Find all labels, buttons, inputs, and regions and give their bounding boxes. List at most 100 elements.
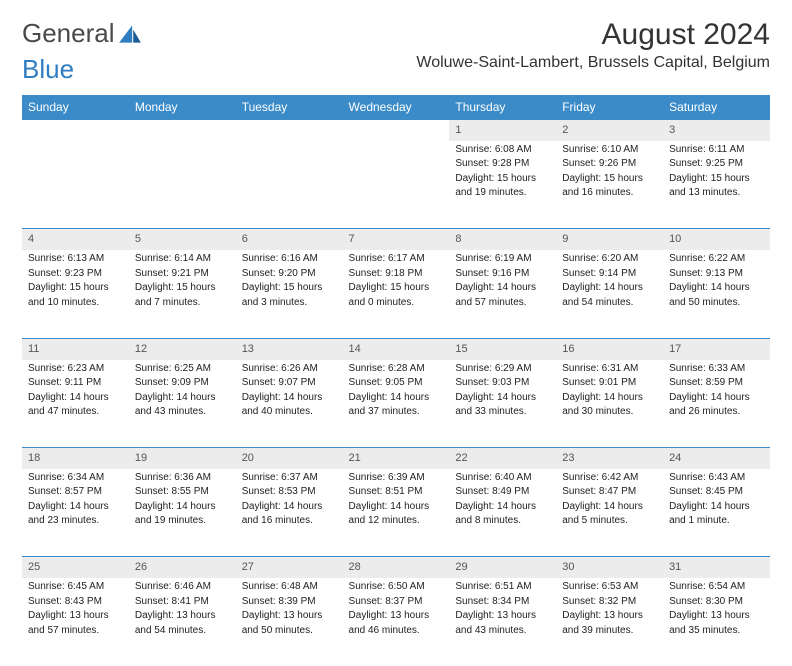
day-number: 1 (449, 120, 556, 141)
daylight1-text: Daylight: 14 hours (28, 391, 123, 405)
calendar-table: SundayMondayTuesdayWednesdayThursdayFrid… (22, 95, 770, 666)
calendar-cell: Sunrise: 6:54 AMSunset: 8:30 PMDaylight:… (663, 578, 770, 666)
calendar-cell: Sunrise: 6:19 AMSunset: 9:16 PMDaylight:… (449, 250, 556, 338)
sunset-text: Sunset: 9:26 PM (562, 157, 657, 171)
calendar-cell: Sunrise: 6:33 AMSunset: 8:59 PMDaylight:… (663, 360, 770, 448)
daylight2-text: and 19 minutes. (135, 514, 230, 528)
day-number (343, 120, 450, 126)
calendar-cell: Sunrise: 6:46 AMSunset: 8:41 PMDaylight:… (129, 578, 236, 666)
calendar-cell: Sunrise: 6:36 AMSunset: 8:55 PMDaylight:… (129, 469, 236, 557)
sunrise-text: Sunrise: 6:22 AM (669, 252, 764, 266)
calendar-cell: Sunrise: 6:13 AMSunset: 9:23 PMDaylight:… (22, 250, 129, 338)
day-number: 9 (556, 229, 663, 250)
day-number: 10 (663, 229, 770, 250)
sunrise-text: Sunrise: 6:17 AM (349, 252, 444, 266)
day-number: 21 (343, 448, 450, 469)
calendar-cell: Sunrise: 6:45 AMSunset: 8:43 PMDaylight:… (22, 578, 129, 666)
sunrise-text: Sunrise: 6:36 AM (135, 471, 230, 485)
daylight1-text: Daylight: 15 hours (242, 281, 337, 295)
sunset-text: Sunset: 9:09 PM (135, 376, 230, 390)
weekday-header-cell: Friday (556, 95, 663, 120)
sunset-text: Sunset: 8:37 PM (349, 595, 444, 609)
sunrise-text: Sunrise: 6:25 AM (135, 362, 230, 376)
sunset-text: Sunset: 8:53 PM (242, 485, 337, 499)
calendar-cell: Sunrise: 6:42 AMSunset: 8:47 PMDaylight:… (556, 469, 663, 557)
day-number (129, 120, 236, 126)
daylight1-text: Daylight: 15 hours (135, 281, 230, 295)
daylight2-text: and 57 minutes. (28, 624, 123, 638)
daylight2-text: and 30 minutes. (562, 405, 657, 419)
daylight2-text: and 33 minutes. (455, 405, 550, 419)
calendar-cell (129, 141, 236, 229)
daylight2-text: and 47 minutes. (28, 405, 123, 419)
day-number: 17 (663, 339, 770, 360)
day-number: 4 (22, 229, 129, 250)
daylight1-text: Daylight: 14 hours (669, 281, 764, 295)
daylight2-text: and 43 minutes. (135, 405, 230, 419)
day-number: 2 (556, 120, 663, 141)
calendar-cell: Sunrise: 6:25 AMSunset: 9:09 PMDaylight:… (129, 360, 236, 448)
sunrise-text: Sunrise: 6:19 AM (455, 252, 550, 266)
sunrise-text: Sunrise: 6:40 AM (455, 471, 550, 485)
daylight1-text: Daylight: 13 hours (135, 609, 230, 623)
sunrise-text: Sunrise: 6:28 AM (349, 362, 444, 376)
daylight1-text: Daylight: 15 hours (562, 172, 657, 186)
sunset-text: Sunset: 8:41 PM (135, 595, 230, 609)
day-number: 18 (22, 448, 129, 469)
calendar-cell: Sunrise: 6:39 AMSunset: 8:51 PMDaylight:… (343, 469, 450, 557)
sunset-text: Sunset: 8:45 PM (669, 485, 764, 499)
sunrise-text: Sunrise: 6:13 AM (28, 252, 123, 266)
daylight2-text: and 46 minutes. (349, 624, 444, 638)
sunrise-text: Sunrise: 6:14 AM (135, 252, 230, 266)
sunset-text: Sunset: 8:51 PM (349, 485, 444, 499)
calendar-cell: Sunrise: 6:37 AMSunset: 8:53 PMDaylight:… (236, 469, 343, 557)
daylight2-text: and 5 minutes. (562, 514, 657, 528)
sunset-text: Sunset: 9:25 PM (669, 157, 764, 171)
logo-word-1: General (22, 18, 115, 49)
sunset-text: Sunset: 8:49 PM (455, 485, 550, 499)
daylight2-text: and 0 minutes. (349, 296, 444, 310)
daylight2-text: and 7 minutes. (135, 296, 230, 310)
calendar-cell (236, 141, 343, 229)
daylight1-text: Daylight: 14 hours (135, 391, 230, 405)
sunrise-text: Sunrise: 6:43 AM (669, 471, 764, 485)
calendar-cell: Sunrise: 6:48 AMSunset: 8:39 PMDaylight:… (236, 578, 343, 666)
sunrise-text: Sunrise: 6:48 AM (242, 580, 337, 594)
sunrise-text: Sunrise: 6:39 AM (349, 471, 444, 485)
daylight2-text: and 3 minutes. (242, 296, 337, 310)
calendar-cell: Sunrise: 6:34 AMSunset: 8:57 PMDaylight:… (22, 469, 129, 557)
daylight2-text: and 50 minutes. (669, 296, 764, 310)
sunset-text: Sunset: 8:55 PM (135, 485, 230, 499)
sunrise-text: Sunrise: 6:42 AM (562, 471, 657, 485)
daylight2-text: and 16 minutes. (562, 186, 657, 200)
day-number: 5 (129, 229, 236, 250)
daylight2-text: and 8 minutes. (455, 514, 550, 528)
daylight1-text: Daylight: 15 hours (349, 281, 444, 295)
calendar-cell: Sunrise: 6:23 AMSunset: 9:11 PMDaylight:… (22, 360, 129, 448)
daylight2-text: and 16 minutes. (242, 514, 337, 528)
daylight2-text: and 23 minutes. (28, 514, 123, 528)
sunset-text: Sunset: 8:47 PM (562, 485, 657, 499)
sunset-text: Sunset: 8:57 PM (28, 485, 123, 499)
sunset-text: Sunset: 8:43 PM (28, 595, 123, 609)
day-number (22, 120, 129, 126)
daylight2-text: and 10 minutes. (28, 296, 123, 310)
daylight2-text: and 1 minute. (669, 514, 764, 528)
sunset-text: Sunset: 8:34 PM (455, 595, 550, 609)
day-number: 20 (236, 448, 343, 469)
day-number: 7 (343, 229, 450, 250)
daylight1-text: Daylight: 13 hours (562, 609, 657, 623)
daylight2-text: and 54 minutes. (562, 296, 657, 310)
sunrise-text: Sunrise: 6:45 AM (28, 580, 123, 594)
calendar-cell: Sunrise: 6:10 AMSunset: 9:26 PMDaylight:… (556, 141, 663, 229)
day-number: 26 (129, 557, 236, 578)
daylight1-text: Daylight: 15 hours (669, 172, 764, 186)
daylight1-text: Daylight: 14 hours (135, 500, 230, 514)
sunset-text: Sunset: 8:39 PM (242, 595, 337, 609)
calendar-cell: Sunrise: 6:11 AMSunset: 9:25 PMDaylight:… (663, 141, 770, 229)
daylight1-text: Daylight: 13 hours (455, 609, 550, 623)
daylight2-text: and 26 minutes. (669, 405, 764, 419)
daylight2-text: and 40 minutes. (242, 405, 337, 419)
sunrise-text: Sunrise: 6:08 AM (455, 143, 550, 157)
weekday-header-cell: Saturday (663, 95, 770, 120)
